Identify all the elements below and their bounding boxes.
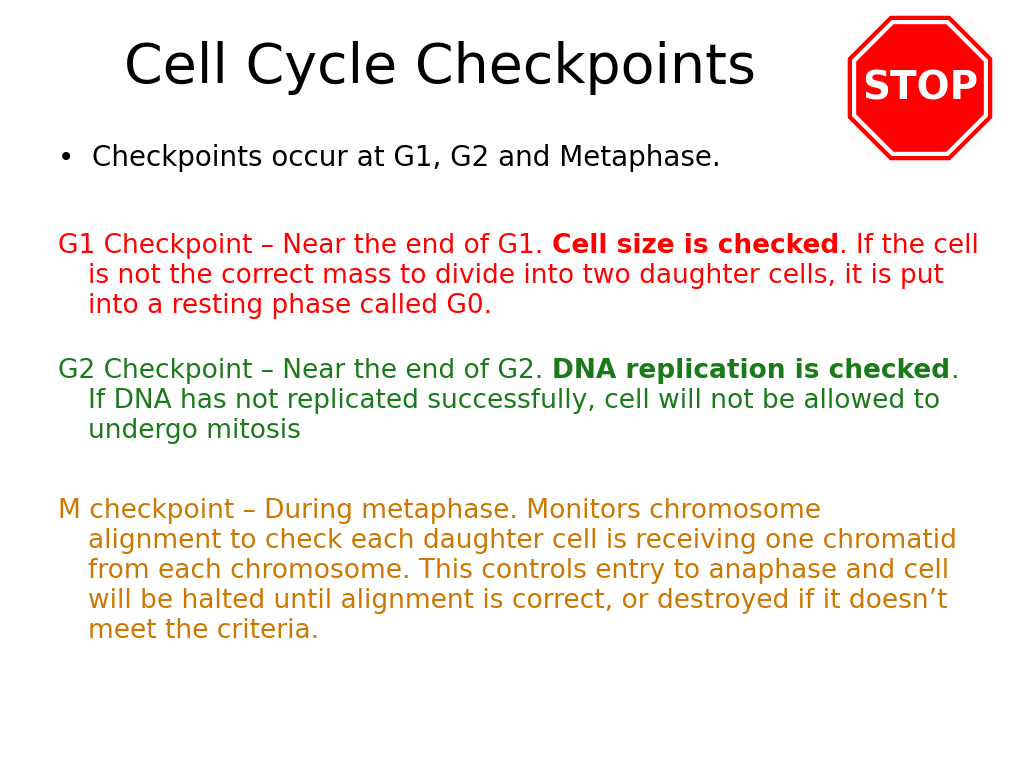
Polygon shape	[844, 12, 995, 164]
Text: If DNA has not replicated successfully, cell will not be allowed to: If DNA has not replicated successfully, …	[88, 388, 940, 414]
Text: will be halted until alignment is correct, or destroyed if it doesn’t: will be halted until alignment is correc…	[88, 588, 947, 614]
Text: Cell size is checked: Cell size is checked	[552, 233, 839, 259]
Text: G2 Checkpoint – Near the end of G2.: G2 Checkpoint – Near the end of G2.	[58, 358, 552, 384]
Text: •  Checkpoints occur at G1, G2 and Metaphase.: • Checkpoints occur at G1, G2 and Metaph…	[58, 144, 721, 172]
Text: from each chromosome. This controls entry to anaphase and cell: from each chromosome. This controls entr…	[88, 558, 949, 584]
Text: DNA replication is checked: DNA replication is checked	[552, 358, 949, 384]
Text: G1 Checkpoint – Near the end of G1.: G1 Checkpoint – Near the end of G1.	[58, 233, 552, 259]
Text: Cell Cycle Checkpoints: Cell Cycle Checkpoints	[124, 41, 756, 95]
Text: into a resting phase called G0.: into a resting phase called G0.	[88, 293, 493, 319]
Text: undergo mitosis: undergo mitosis	[88, 418, 301, 444]
Text: meet the criteria.: meet the criteria.	[88, 618, 319, 644]
Text: . If the cell: . If the cell	[839, 233, 979, 259]
Text: alignment to check each daughter cell is receiving one chromatid: alignment to check each daughter cell is…	[88, 528, 956, 554]
Text: is not the correct mass to divide into two daughter cells, it is put: is not the correct mass to divide into t…	[88, 263, 944, 289]
Text: STOP: STOP	[862, 69, 978, 107]
Text: .: .	[949, 358, 958, 384]
Text: M checkpoint – During metaphase. Monitors chromosome: M checkpoint – During metaphase. Monitor…	[58, 498, 821, 524]
